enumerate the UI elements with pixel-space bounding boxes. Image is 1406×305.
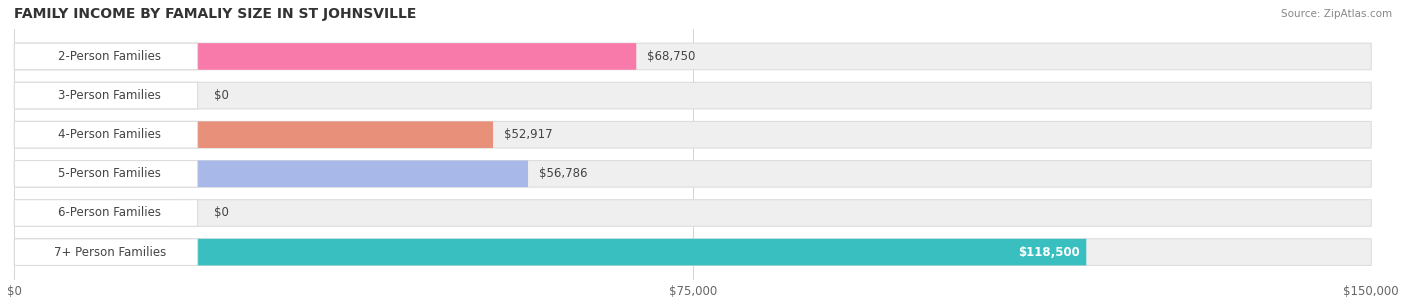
FancyBboxPatch shape [14, 43, 637, 70]
FancyBboxPatch shape [14, 160, 529, 187]
FancyBboxPatch shape [14, 82, 170, 109]
Text: 4-Person Families: 4-Person Families [58, 128, 162, 141]
Text: $52,917: $52,917 [503, 128, 553, 141]
Text: 3-Person Families: 3-Person Families [58, 89, 162, 102]
FancyBboxPatch shape [14, 82, 198, 109]
FancyBboxPatch shape [14, 200, 170, 226]
FancyBboxPatch shape [14, 239, 1087, 265]
FancyBboxPatch shape [14, 239, 198, 265]
FancyBboxPatch shape [14, 82, 1371, 109]
FancyBboxPatch shape [14, 160, 1371, 187]
FancyBboxPatch shape [14, 121, 1371, 148]
FancyBboxPatch shape [14, 43, 1371, 70]
Text: 2-Person Families: 2-Person Families [58, 50, 162, 63]
FancyBboxPatch shape [14, 200, 198, 226]
Text: $0: $0 [214, 206, 229, 220]
Text: 5-Person Families: 5-Person Families [58, 167, 162, 180]
Text: $56,786: $56,786 [538, 167, 588, 180]
FancyBboxPatch shape [14, 239, 1371, 265]
FancyBboxPatch shape [14, 121, 494, 148]
Text: FAMILY INCOME BY FAMALIY SIZE IN ST JOHNSVILLE: FAMILY INCOME BY FAMALIY SIZE IN ST JOHN… [14, 7, 416, 21]
FancyBboxPatch shape [14, 121, 198, 148]
Text: $68,750: $68,750 [647, 50, 696, 63]
Text: 7+ Person Families: 7+ Person Families [53, 246, 166, 259]
FancyBboxPatch shape [14, 43, 198, 70]
FancyBboxPatch shape [14, 160, 198, 187]
Text: $0: $0 [214, 89, 229, 102]
Text: Source: ZipAtlas.com: Source: ZipAtlas.com [1281, 9, 1392, 19]
Text: 6-Person Families: 6-Person Families [58, 206, 162, 220]
FancyBboxPatch shape [14, 200, 1371, 226]
Text: $118,500: $118,500 [1018, 246, 1080, 259]
